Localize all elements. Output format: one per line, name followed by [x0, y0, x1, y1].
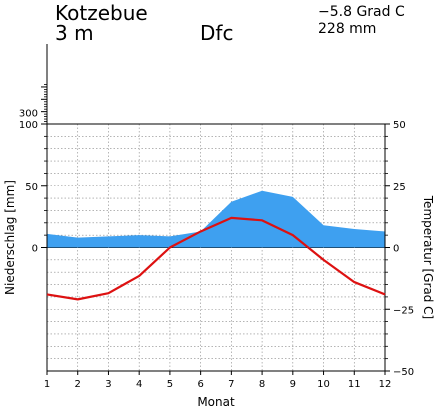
station-name: Kotzebue: [55, 1, 148, 25]
x-tick-label: 10: [317, 379, 330, 390]
x-tick-label: 4: [136, 379, 142, 390]
x-tick-label: 1: [44, 379, 50, 390]
x-tick-label: 11: [348, 379, 361, 390]
right-tick-label: 25: [393, 182, 406, 193]
right-tick-label: 50: [393, 120, 406, 131]
temperature-series: [46, 216, 386, 301]
right-tick-label: −50: [393, 367, 414, 378]
station-altitude: 3 m: [55, 21, 94, 45]
precipitation-series: [47, 190, 385, 248]
x-tick-label: 5: [167, 379, 173, 390]
right-tick-label: −25: [393, 305, 414, 316]
x-tick-label: 12: [379, 379, 392, 390]
x-tick-label: 8: [259, 379, 265, 390]
right-tick-label: 0: [393, 244, 399, 255]
left-tick-label: 50: [25, 182, 38, 193]
annual-precipitation: 228 mm: [318, 21, 377, 37]
x-tick-label: 7: [228, 379, 234, 390]
koeppen-class: Dfc: [200, 21, 234, 45]
left-axis-title: Niederschlag [mm]: [3, 180, 17, 295]
left-tick-label: 300: [19, 109, 38, 120]
x-axis-title: Monat: [197, 395, 235, 409]
left-tick-label: 100: [19, 120, 38, 131]
x-tick-label: 3: [105, 379, 111, 390]
right-axis-title: Temperatur [Grad C]: [421, 195, 435, 319]
mean-temperature: −5.8 Grad C: [318, 4, 405, 20]
x-tick-label: 9: [290, 379, 296, 390]
precipitation-area: [47, 190, 385, 248]
left-tick-label: 0: [32, 244, 38, 255]
x-tick-label: 6: [197, 379, 203, 390]
temperature-line: [46, 216, 386, 301]
x-tick-label: 2: [75, 379, 81, 390]
